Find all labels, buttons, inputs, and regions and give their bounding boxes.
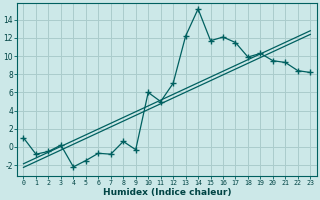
X-axis label: Humidex (Indice chaleur): Humidex (Indice chaleur) bbox=[103, 188, 231, 197]
